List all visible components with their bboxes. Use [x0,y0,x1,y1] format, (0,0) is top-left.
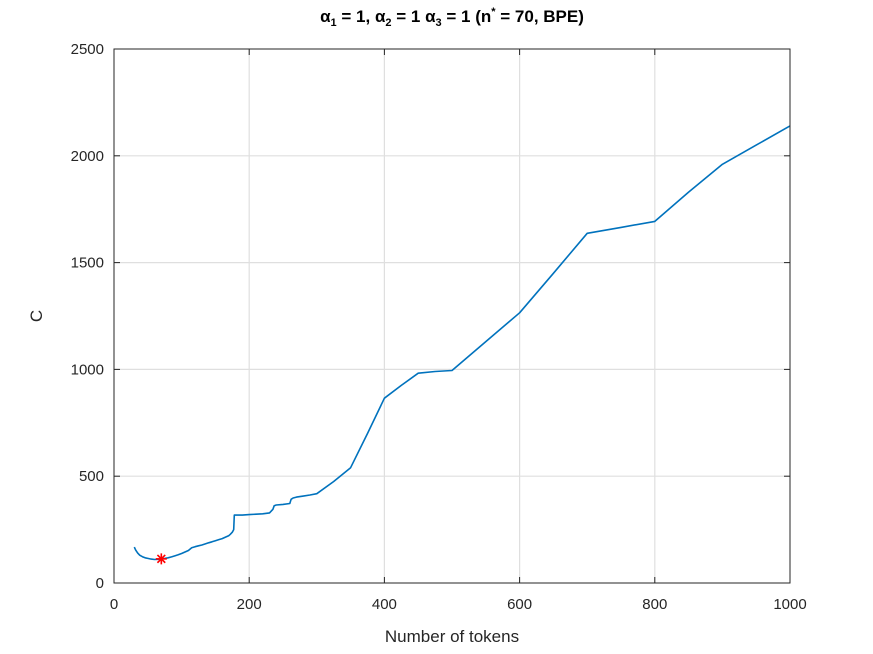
optimum-marker [155,553,167,565]
optimum-star-marker [155,553,167,565]
chart-title: α1 = 1, α2 = 1 α3 = 1 (n* = 70, BPE) [320,6,584,29]
x-tick-label: 1000 [773,596,806,613]
x-tick-label: 0 [110,596,118,613]
x-tick-label: 400 [372,596,397,613]
x-axis-label: Number of tokens [385,627,519,646]
plot-frame [113,48,791,584]
grid [114,49,790,583]
y-tick-label: 1000 [71,361,104,378]
x-tick-label: 800 [642,596,667,613]
x-tick-label: 200 [237,596,262,613]
y-tick-labels: 0 500 1000 1500 2000 2500 [71,41,104,592]
y-tick-label: 2500 [71,41,104,58]
y-tick-label: 1500 [71,255,104,272]
y-tick-label: 500 [79,468,104,485]
y-tick-label: 0 [96,575,104,592]
series [133,125,791,561]
y-axis-label: C [27,310,46,322]
series-line [133,125,791,561]
plot-area [114,49,790,583]
x-tick-label: 600 [507,596,532,613]
ticks [113,48,791,584]
y-tick-label: 2000 [71,148,104,165]
x-tick-labels: 0 200 400 600 800 1000 [110,596,807,613]
